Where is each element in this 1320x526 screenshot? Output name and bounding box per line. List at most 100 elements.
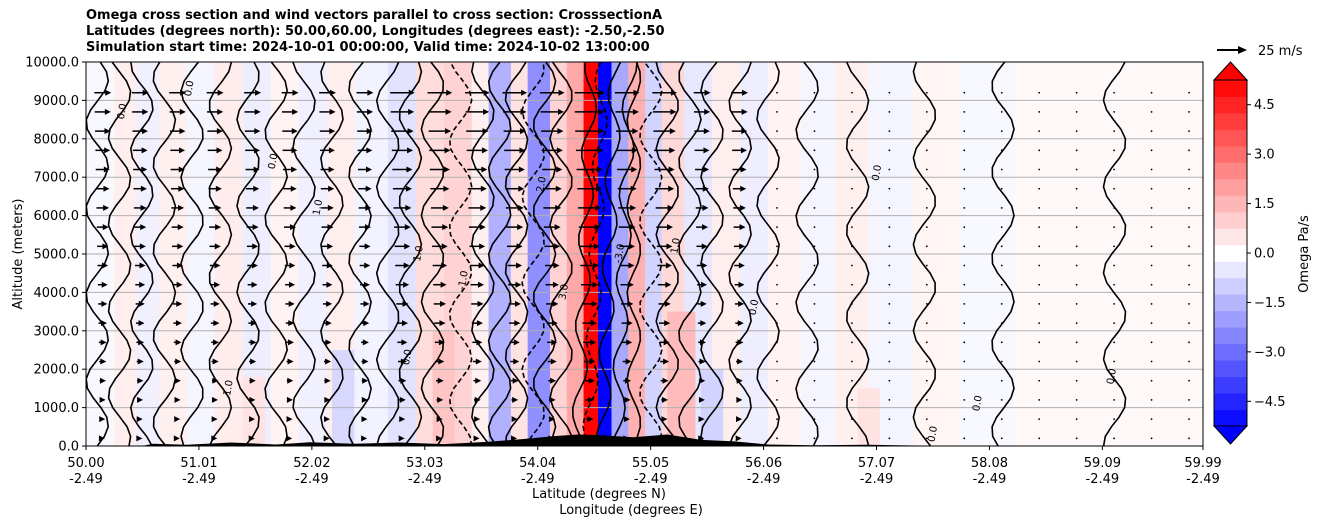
wind-vector-head: [441, 243, 448, 250]
wind-vector-head: [551, 339, 558, 346]
wind-vector-dot: [1000, 341, 1003, 344]
wind-vector-head: [216, 166, 223, 173]
wind-vector-head: [289, 243, 296, 250]
wind-vector-head: [287, 339, 294, 346]
y-tick-label: 8000.0: [34, 132, 80, 147]
contour-line: [152, 62, 177, 446]
colorbar-tick-label: −4.5: [1254, 395, 1286, 410]
wind-vector-dot: [925, 149, 928, 152]
wind-vector-dot: [1075, 322, 1078, 325]
wind-vector-dot: [888, 399, 891, 401]
wind-vector-head: [139, 243, 146, 250]
wind-vector-head: [740, 166, 747, 173]
wind-vector-dot: [1075, 341, 1078, 344]
wind-vector-head: [740, 147, 747, 154]
wind-vector-head: [141, 147, 148, 154]
wind-vector-head: [436, 416, 443, 423]
contour-line: [320, 62, 344, 446]
wind-vector-dot: [963, 379, 966, 382]
wind-vector-dot: [1000, 245, 1003, 248]
wind-vector-head: [588, 377, 595, 384]
wind-vector-head: [102, 262, 109, 269]
wind-vector-head: [598, 89, 605, 96]
wind-vector-head: [512, 377, 519, 384]
wind-vector-head: [250, 320, 257, 327]
colorbar-segment: [1214, 294, 1247, 312]
colorbar: −4.5 −3.0 −1.5 0.0 1.5 3.0 4.5: [1212, 61, 1286, 445]
wind-vector-head: [436, 435, 443, 442]
wind-vector-head: [174, 377, 181, 384]
wind-vector-dot: [963, 226, 966, 229]
wind-vector-head: [325, 320, 332, 327]
wind-vector-dot: [1150, 187, 1153, 190]
wind-vector-head: [557, 108, 564, 115]
wind-vector-dot: [925, 245, 928, 248]
wind-vector-head: [592, 281, 599, 288]
colorbar-segment: [1214, 162, 1247, 180]
contour-line: [700, 62, 724, 446]
colorbar-tick-label: 0.0: [1254, 247, 1275, 262]
wind-vector-dot: [851, 379, 853, 382]
wind-vector-head: [216, 128, 223, 135]
wind-vector-head: [329, 89, 336, 96]
wind-vector-head: [443, 166, 450, 173]
wind-vector-head: [556, 147, 563, 154]
wind-vector-head: [738, 281, 745, 288]
wind-vector-head: [362, 358, 369, 365]
y-tick-label: 3000.0: [34, 324, 80, 339]
x-tick-label-lon: -2.49: [521, 472, 555, 487]
wind-vector-head: [287, 358, 294, 365]
wind-vector-dot: [963, 91, 966, 94]
wind-vector-dot: [1038, 303, 1041, 305]
wind-vector-head: [100, 339, 107, 346]
y-tick-label: 4000.0: [34, 286, 80, 301]
wind-vector-head: [101, 300, 108, 307]
wind-vector-head: [632, 128, 639, 135]
wind-vector-dot: [851, 168, 853, 171]
contour-line: [470, 62, 495, 446]
colorbar-segment: [1214, 178, 1247, 196]
omega-cell: [242, 376, 265, 446]
wind-vector-head: [735, 435, 742, 442]
wind-vector-head: [439, 320, 446, 327]
wind-vector-head: [399, 396, 406, 403]
wind-vector-dot: [813, 379, 816, 382]
contour-line: [487, 62, 512, 446]
wind-vector-head: [325, 358, 332, 365]
wind-vector-head: [555, 185, 562, 192]
wind-vector-head: [136, 416, 143, 423]
wind-vector-dot: [963, 264, 966, 267]
colorbar-segment: [1214, 244, 1247, 262]
wind-vector-dot: [1075, 226, 1078, 229]
wind-vector-head: [211, 435, 218, 442]
wind-vector-dot: [963, 322, 966, 325]
wind-vector-dot: [776, 360, 778, 363]
wind-vector-head: [179, 108, 186, 115]
wind-vector-dot: [776, 341, 778, 344]
wind-vector-head: [474, 396, 481, 403]
wind-vector-head: [138, 300, 145, 307]
wind-vector-head: [440, 281, 447, 288]
wind-vector-dot: [963, 399, 966, 401]
wind-vector-dot: [1113, 130, 1116, 133]
wind-vector-dot: [963, 303, 966, 305]
wind-vector-dot: [1000, 91, 1003, 94]
colorbar-segment: [1214, 145, 1247, 163]
wind-vector-dot: [1038, 91, 1041, 94]
x-tick-label-lat: 52.02: [293, 456, 330, 471]
wind-vectors: [94, 89, 1190, 442]
wind-vector-dot: [776, 226, 778, 229]
wind-vector-head: [596, 166, 603, 173]
colorbar-segment: [1214, 393, 1247, 411]
x-tick-label-lon: -2.49: [747, 472, 781, 487]
wind-vector-dot: [1188, 264, 1190, 267]
wind-vector-dot: [1113, 226, 1116, 229]
wind-vector-head: [736, 396, 743, 403]
wind-vector-dot: [888, 149, 891, 152]
wind-vector-dot: [776, 111, 778, 113]
colorbar-segment: [1214, 96, 1247, 114]
wind-vector-dot: [1188, 360, 1190, 363]
wind-vector-head: [329, 128, 336, 135]
contour-line: [521, 62, 545, 446]
wind-vector-dot: [888, 207, 891, 209]
